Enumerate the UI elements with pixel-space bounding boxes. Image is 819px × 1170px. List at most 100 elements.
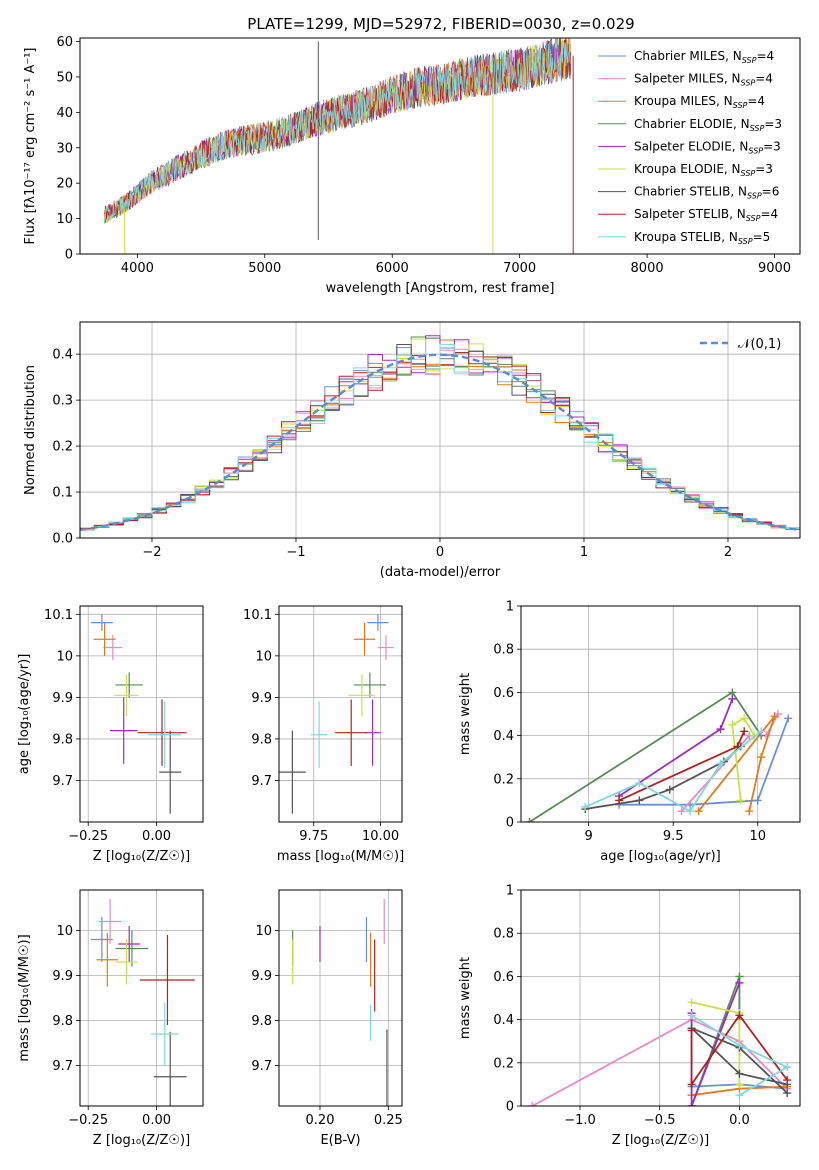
x-tick-label: −0.25 — [68, 829, 108, 844]
y-tick-label: 0.2 — [493, 772, 514, 787]
y-tick-label: 10 — [56, 212, 73, 227]
x-tick-label: 0 — [436, 545, 444, 560]
y-tick-label: 50 — [56, 70, 73, 85]
weight-marker — [687, 1080, 696, 1089]
legend: Chabrier MILES, NSSP=4 Salpeter MILES, NS… — [598, 49, 782, 246]
y-tick-label: 10 — [56, 924, 73, 939]
legend-label: Chabrier ELODIE, NSSP=3 — [634, 117, 782, 133]
y-tick-label: 10 — [255, 924, 272, 939]
plot-area — [80, 335, 800, 538]
y-tick-label: 0.8 — [493, 927, 514, 942]
weight-marker — [728, 694, 737, 703]
y-tick-label: 9.7 — [52, 1059, 73, 1074]
weight-marker — [740, 727, 749, 736]
weight-line — [618, 698, 734, 797]
weight-line — [731, 717, 756, 801]
axes-frame — [79, 37, 801, 255]
y-tick-label: 9.7 — [251, 1059, 272, 1074]
y-tick-label: 9.8 — [251, 732, 272, 747]
weight-marker — [635, 779, 644, 788]
x-axis-label: (data-model)/error — [380, 565, 501, 580]
y-tick-label: 10 — [255, 649, 272, 664]
y-tick-label: 0 — [506, 1100, 514, 1115]
legend-label: Salpeter ELODIE, NSSP=3 — [634, 139, 781, 155]
y-tick-label: 0.3 — [52, 394, 73, 409]
y-tick-label: 9.9 — [52, 691, 73, 706]
weight-marker — [753, 796, 762, 805]
panel-spectrum: 4000 5000 6000 7000 8000 9000 0 10 20 30 40 50 60 wav… — [23, 35, 801, 296]
x-tick-label: 0.20 — [306, 1113, 335, 1128]
legend-label: Chabrier STELIB, NSSP=6 — [634, 185, 779, 201]
weight-marker — [528, 1102, 537, 1106]
legend-label: Kroupa ELODIE, NSSP=3 — [634, 162, 773, 178]
weight-marker — [687, 998, 696, 1007]
y-tick-label: 9.9 — [52, 969, 73, 984]
y-tick-label: 0 — [506, 816, 514, 831]
weight-marker — [687, 1011, 696, 1020]
weight-marker — [694, 807, 703, 816]
plot-area — [528, 972, 792, 1106]
weight-marker — [735, 978, 744, 987]
y-tick-label: 0.4 — [493, 729, 514, 744]
weight-marker — [770, 712, 779, 721]
plot-area — [292, 899, 388, 1106]
y-tick-label: 0.6 — [493, 686, 514, 701]
x-tick-label: −0.5 — [644, 1113, 676, 1128]
weight-marker — [745, 807, 754, 816]
y-tick-label: 0.8 — [493, 643, 514, 658]
x-tick-label: 6000 — [376, 261, 409, 276]
y-axis-label: mass [log₁₀(M/M☉)] — [17, 934, 32, 1061]
axes-frame — [79, 889, 204, 1107]
x-axis-label: mass [log₁₀(M/M☉)] — [277, 849, 404, 864]
y-tick-label: 0.4 — [493, 1013, 514, 1028]
axes-frame — [79, 321, 801, 539]
y-tick-label: 1 — [506, 884, 514, 899]
panel-mass_vs_ebv: 0.20 0.25 9.7 9.8 9.9 10 E(B-V) — [251, 889, 403, 1148]
weight-marker — [728, 720, 737, 729]
x-axis-label: wavelength [Angstrom, rest frame] — [326, 281, 555, 296]
panel-mass_vs_Z: −0.25 0.00 9.7 9.8 9.9 10 Z [log₁₀(Z/Z☉)] mass … — [17, 889, 204, 1148]
weight-line — [690, 1013, 788, 1088]
weight-marker — [687, 1102, 696, 1106]
y-tick-label: 9.8 — [52, 732, 73, 747]
figure-title: PLATE=1299, MJD=52972, FIBERID=0030, z=0… — [247, 15, 634, 33]
plot-area — [103, 38, 574, 254]
y-tick-label: 0.4 — [52, 348, 73, 363]
x-tick-label: 9 — [584, 829, 592, 844]
panel-weight_vs_age: 9 9.5 10 0 0.2 0.4 0.6 0.8 1 age [log₁₀(age/yr)] m… — [458, 600, 801, 864]
x-tick-label: 0.00 — [142, 829, 171, 844]
y-tick-label: 40 — [56, 106, 73, 121]
legend-label: Salpeter MILES, NSSP=4 — [634, 72, 773, 88]
x-tick-label: −0.25 — [68, 1113, 108, 1128]
x-axis-label: E(B-V) — [320, 1133, 360, 1148]
y-tick-label: 0.6 — [493, 970, 514, 985]
y-tick-label: 20 — [56, 177, 73, 192]
y-tick-label: 9.9 — [251, 969, 272, 984]
axes-frame — [278, 605, 403, 823]
x-tick-label: 0.00 — [142, 1113, 171, 1128]
x-axis-label: Z [log₁₀(Z/Z☉)] — [93, 849, 190, 864]
weight-marker — [635, 796, 644, 805]
y-tick-label: 1 — [506, 600, 514, 615]
y-tick-label: 9.8 — [52, 1014, 73, 1029]
weight-marker — [716, 759, 725, 768]
axes-frame — [520, 605, 801, 823]
weight-marker — [525, 818, 534, 822]
legend-label: Kroupa STELIB, NSSP=5 — [634, 230, 770, 246]
weight-marker — [783, 1063, 792, 1072]
y-tick-label: 60 — [56, 35, 73, 50]
x-tick-label: 9.5 — [663, 829, 684, 844]
weight-marker — [735, 1011, 744, 1020]
legend-label: 𝒩(0,1) — [738, 337, 781, 352]
y-axis-label: mass weight — [458, 673, 473, 755]
weight-marker — [615, 796, 624, 805]
y-axis-label: Flux [fλ10⁻¹⁷ erg cm⁻² s⁻¹ A⁻¹] — [23, 48, 38, 245]
weight-marker — [784, 714, 793, 723]
x-tick-label: 4000 — [121, 261, 154, 276]
weight-marker — [783, 1076, 792, 1085]
y-tick-label: 9.7 — [52, 774, 73, 789]
weight-marker — [735, 1091, 744, 1100]
x-tick-label: 2 — [724, 545, 732, 560]
weight-marker — [735, 1080, 744, 1089]
x-tick-label: 7000 — [503, 261, 536, 276]
